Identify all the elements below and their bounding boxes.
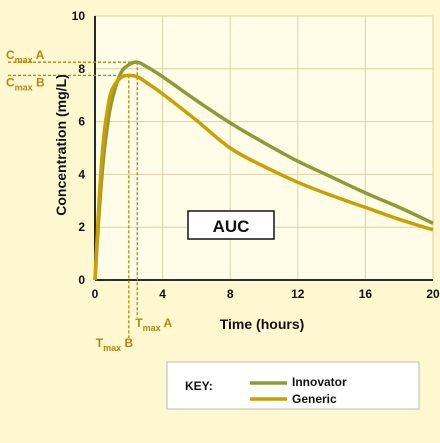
y-axis-title: Concentration (mg/L) xyxy=(53,74,69,216)
auc-label: AUC xyxy=(213,217,250,236)
x-tick-label: 8 xyxy=(227,287,234,301)
series-lines xyxy=(93,60,434,281)
y-tick-label: 2 xyxy=(78,220,85,234)
cmax-tmax-guides xyxy=(8,61,138,338)
legend-box xyxy=(166,361,420,410)
x-tick-label: 20 xyxy=(426,287,440,301)
legend-label-generic: Generic xyxy=(292,392,337,406)
tmax-a-label: Tmax A xyxy=(135,316,172,333)
cmax-a-label: Cmax A xyxy=(6,48,45,65)
axes xyxy=(94,16,433,281)
x-tick-label: 16 xyxy=(359,287,373,301)
grid-lines xyxy=(95,15,434,280)
series-line-generic xyxy=(93,73,434,281)
y-tick-label: 10 xyxy=(72,9,86,23)
x-tick-label: 4 xyxy=(159,287,166,301)
y-tick-label: 6 xyxy=(78,115,85,129)
cmax-b-label: Cmax B xyxy=(6,75,45,92)
x-tick-label: 0 xyxy=(92,287,99,301)
y-tick-label: 8 xyxy=(78,62,85,76)
legend-label-innovator: Innovator xyxy=(292,375,347,389)
tmax-b-label: Tmax B xyxy=(96,336,134,353)
x-tick-label: 12 xyxy=(291,287,305,301)
legend-title: KEY: xyxy=(185,379,213,393)
series-line-innovator xyxy=(93,60,434,281)
x-axis-title: Time (hours) xyxy=(220,316,305,332)
y-tick-label: 0 xyxy=(78,273,85,287)
plot-area xyxy=(95,16,433,280)
y-tick-label: 4 xyxy=(78,167,85,181)
tick-labels: 0 4 8 12 16 20 0 2 4 6 8 10 xyxy=(72,9,440,301)
auc-box: AUC xyxy=(187,210,275,240)
legend: KEY: Innovator Generic xyxy=(166,361,420,410)
